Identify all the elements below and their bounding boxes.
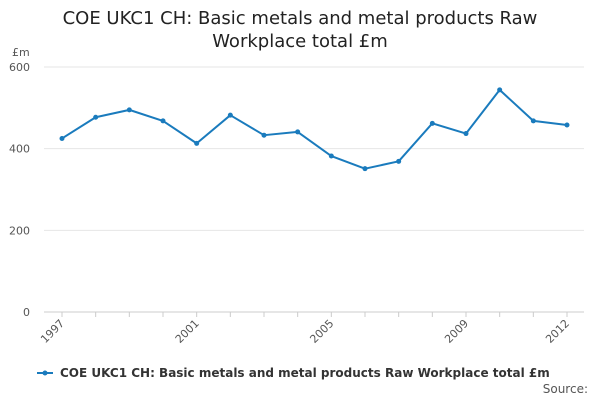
y-tick-label-200: 200 — [9, 224, 30, 237]
y-tick-label-0: 0 — [23, 306, 30, 319]
y-axis-ticks: 0 200 400 600 — [9, 61, 30, 319]
legend-label: COE UKC1 CH: Basic metals and metal prod… — [60, 366, 550, 380]
data-point-2010 — [497, 87, 503, 93]
data-point-2003 — [261, 132, 267, 138]
chart-title: COE UKC1 CH: Basic metals and metal prod… — [62, 8, 538, 52]
gridlines — [44, 66, 584, 231]
data-point-1999 — [126, 107, 132, 113]
data-point-2009 — [463, 131, 469, 137]
data-point-2005 — [328, 153, 334, 159]
x-axis-ticks: 1997 2001 2005 2009 2012 — [38, 312, 572, 346]
data-point-2007 — [396, 158, 402, 164]
data-point-2012 — [564, 122, 570, 128]
x-tick-label-1997: 1997 — [38, 317, 67, 346]
source-label: Source: — [542, 382, 588, 396]
legend-swatch — [37, 370, 53, 376]
data-point-2004 — [295, 129, 301, 135]
y-tick-label-400: 400 — [9, 143, 30, 156]
data-point-2011 — [530, 118, 536, 124]
data-point-1998 — [93, 114, 99, 120]
series-layer — [59, 87, 570, 172]
x-tick-label-2012: 2012 — [543, 317, 572, 346]
series-line-0 — [61, 88, 568, 170]
x-tick-label-2009: 2009 — [442, 317, 471, 346]
y-axis-unit-label: £m — [12, 46, 30, 59]
y-tick-label-600: 600 — [9, 61, 30, 74]
data-point-2006 — [362, 166, 368, 172]
x-tick-label-2005: 2005 — [307, 317, 336, 346]
data-point-1997 — [59, 135, 65, 141]
data-point-2008 — [429, 120, 435, 126]
legend[interactable]: COE UKC1 CH: Basic metals and metal prod… — [36, 366, 550, 380]
x-tick-label-2001: 2001 — [173, 317, 202, 346]
data-point-2000 — [160, 118, 166, 124]
data-point-2002 — [227, 112, 233, 118]
data-point-2001 — [194, 140, 200, 146]
